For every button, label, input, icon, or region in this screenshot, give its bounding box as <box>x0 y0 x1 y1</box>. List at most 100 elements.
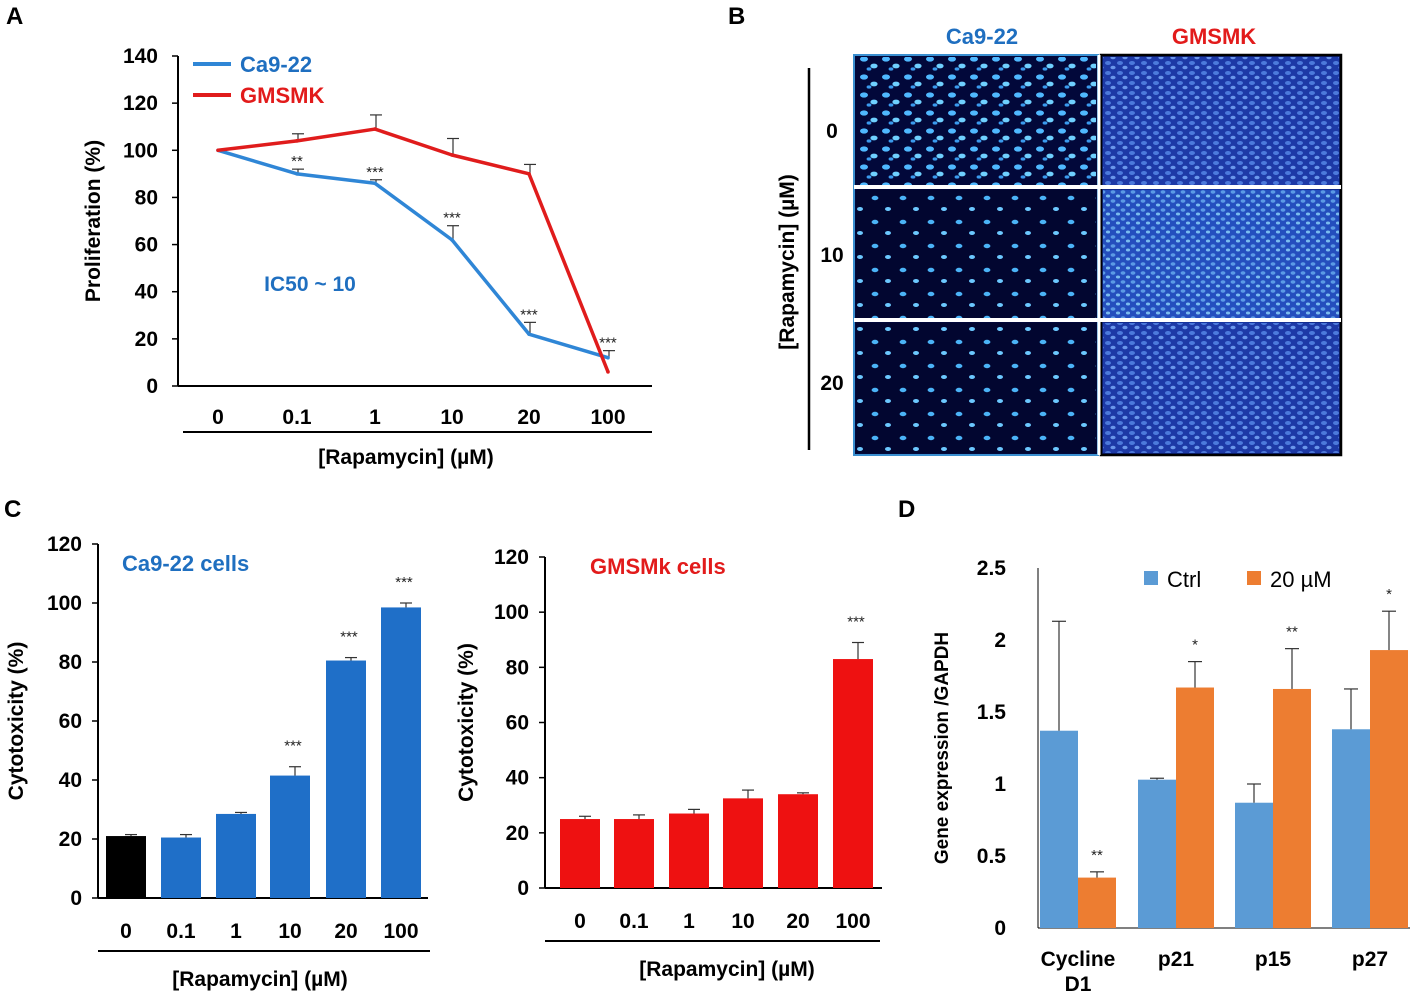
x-tick-label: p21 <box>1158 948 1195 971</box>
y-tick-label: 40 <box>506 767 529 790</box>
y-tick-label: 2.5 <box>977 557 1007 580</box>
data-point <box>606 370 610 374</box>
y-tick-label: 60 <box>506 712 529 735</box>
x-tick-label: 0 <box>120 920 132 943</box>
data-point <box>295 172 299 176</box>
y-tick-label: 100 <box>123 139 158 162</box>
x-tick-label: 20 <box>517 406 540 429</box>
y-axis-label: Cytotoxicity (%) <box>455 643 478 802</box>
bar <box>161 837 201 898</box>
y-tick-label: 60 <box>59 710 82 733</box>
panel-b-column-gmsmk: GMSMK <box>1172 24 1256 49</box>
y-tick-label: 0 <box>517 877 529 900</box>
y-axis-label: Proliferation (%) <box>82 140 105 302</box>
x-tick-label: Cycline <box>1041 948 1116 971</box>
x-tick-label: 100 <box>835 910 870 933</box>
data-point <box>373 181 377 186</box>
bar-treated <box>1078 877 1116 928</box>
bar-ctrl <box>1040 730 1078 928</box>
y-tick-label: 0 <box>146 375 158 398</box>
x-tick-label: 100 <box>383 920 418 943</box>
bar <box>669 813 709 888</box>
bar-treated <box>1370 650 1408 928</box>
y-tick-label: 100 <box>494 601 529 624</box>
x-tick-label: 10 <box>278 920 301 943</box>
data-point <box>527 172 531 176</box>
micrograph-gmsmk-0um <box>1103 57 1339 185</box>
bar-ctrl <box>1138 779 1176 928</box>
significance-marker: ** <box>291 153 303 170</box>
y-tick-label: 1 <box>994 773 1006 796</box>
y-tick-label: 120 <box>494 546 529 569</box>
bar <box>106 836 146 898</box>
panel-label-d: D <box>898 496 915 523</box>
y-tick-label: 0 <box>994 917 1006 940</box>
y-tick-label: 20 <box>506 822 529 845</box>
panel-b-row-10: 10 <box>820 244 843 267</box>
ic50-annotation: IC50 ~ 10 <box>264 273 356 296</box>
bar <box>560 819 600 888</box>
y-tick-label: 40 <box>135 281 158 304</box>
x-tick-label: 1 <box>369 406 381 429</box>
x-tick-label: D1 <box>1065 973 1092 996</box>
y-axis-label: Gene expression /GAPDH <box>932 632 953 864</box>
x-tick-label: 20 <box>334 920 357 943</box>
panel-b-row-0: 0 <box>826 120 838 143</box>
x-tick-label: 10 <box>731 910 754 933</box>
x-tick-label: 10 <box>440 406 463 429</box>
y-tick-label: 80 <box>59 651 82 674</box>
bar-ctrl <box>1235 802 1273 928</box>
significance-marker: *** <box>847 614 865 631</box>
significance-marker: ** <box>1091 847 1103 864</box>
significance-marker: * <box>1192 637 1198 654</box>
x-tick-label: 20 <box>786 910 809 933</box>
legend-swatch <box>1247 571 1261 585</box>
y-tick-label: 0.5 <box>977 845 1007 868</box>
significance-marker: * <box>1386 586 1392 603</box>
bar <box>833 659 873 888</box>
significance-marker: *** <box>443 210 461 227</box>
significance-marker: *** <box>284 738 302 755</box>
data-point <box>450 153 454 157</box>
y-tick-label: 80 <box>506 656 529 679</box>
y-tick-label: 0 <box>70 887 82 910</box>
significance-marker: *** <box>395 574 413 591</box>
data-point <box>373 127 377 131</box>
micrograph-ca922-10um <box>856 190 1096 318</box>
y-axis-label: Cytotoxicity (%) <box>5 642 28 801</box>
chart-title: GMSMk cells <box>590 554 726 579</box>
legend-label: Ca9-22 <box>240 52 312 77</box>
bar <box>326 660 366 898</box>
panel-b-row-20: 20 <box>820 372 843 395</box>
x-axis-label: [Rapamycin] (µM) <box>318 446 493 469</box>
panel-b-microscopy: Ca9-22 GMSMK [Rapamycin] (µM) 0 10 20 <box>776 24 1343 457</box>
y-tick-label: 1.5 <box>977 701 1007 724</box>
significance-marker: *** <box>340 629 358 646</box>
y-tick-label: 60 <box>135 234 158 257</box>
x-tick-label: 0.1 <box>619 910 649 933</box>
panel-label-b: B <box>728 3 745 30</box>
significance-marker: *** <box>599 335 617 352</box>
y-tick-label: 120 <box>123 92 158 115</box>
y-tick-label: 40 <box>59 769 82 792</box>
x-tick-label: 0 <box>574 910 586 933</box>
y-tick-label: 80 <box>135 186 158 209</box>
legend-label: GMSMK <box>240 83 324 108</box>
panel-label-c: C <box>4 496 21 523</box>
x-axis-label: [Rapamycin] (µM) <box>639 958 814 981</box>
panel-c-ca922-bar-chart: 0 20 40 60 80 100 120 *** *** *** 0 0.1 1 10 20 100 [Rap… <box>5 533 430 991</box>
legend-swatch <box>1144 571 1158 585</box>
bar-treated <box>1176 687 1214 928</box>
data-point <box>527 332 531 336</box>
y-tick-label: 20 <box>59 828 82 851</box>
x-tick-label: 0.1 <box>166 920 196 943</box>
y-tick-label: 20 <box>135 328 158 351</box>
panel-label-a: A <box>6 3 23 30</box>
panel-a-line-chart: 0 20 40 60 80 100 120 140 0 0.1 1 10 20 100 [Rapamycin… <box>82 45 652 469</box>
micrograph-ca922-0um <box>856 57 1096 185</box>
legend-label: Ctrl <box>1167 567 1201 592</box>
bar <box>216 813 256 898</box>
x-axis-label: [Rapamycin] (µM) <box>172 968 347 991</box>
significance-marker: *** <box>520 306 538 323</box>
